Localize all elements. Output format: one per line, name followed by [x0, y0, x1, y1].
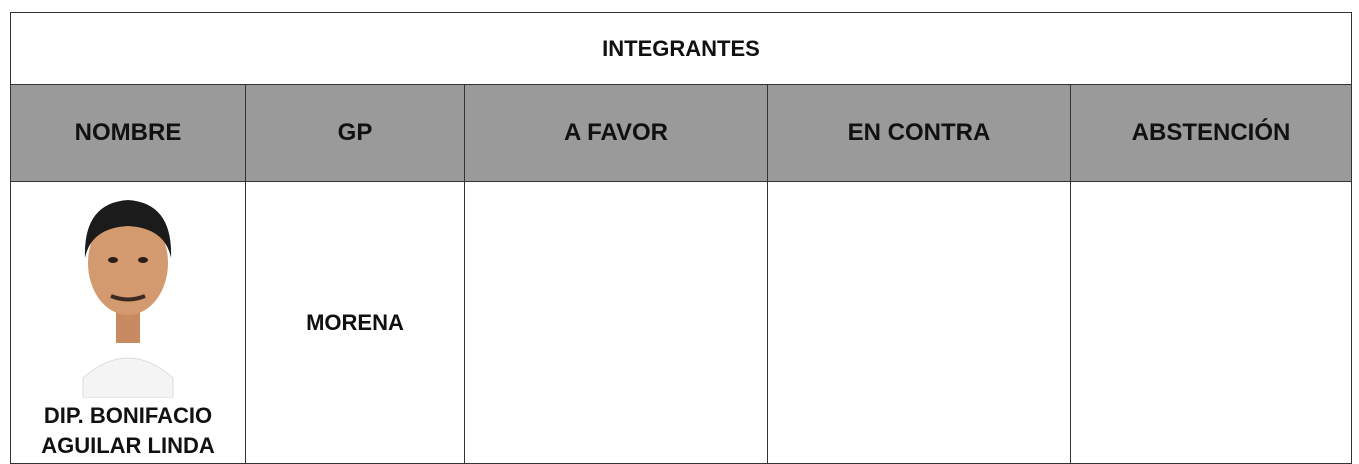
column-header: EN CONTRA	[768, 85, 1071, 182]
member-photo	[82, 200, 174, 398]
table-title: INTEGRANTES	[11, 13, 1351, 85]
vote-cell[interactable]	[1071, 182, 1351, 463]
vote-table: INTEGRANTES NOMBRE GP A FAVOR EN CONTRA …	[10, 12, 1352, 464]
column-header: NOMBRE	[11, 85, 246, 182]
column-header: GP	[246, 85, 465, 182]
vote-cell[interactable]	[768, 182, 1071, 463]
member-cell: DIP. BONIFACIO AGUILAR LINDA	[11, 182, 246, 463]
vote-cell[interactable]	[465, 182, 768, 463]
column-header: ABSTENCIÓN	[1071, 85, 1351, 182]
member-name: DIP. BONIFACIO AGUILAR LINDA	[41, 403, 215, 458]
column-header: A FAVOR	[465, 85, 768, 182]
party-cell: MORENA	[246, 182, 465, 463]
